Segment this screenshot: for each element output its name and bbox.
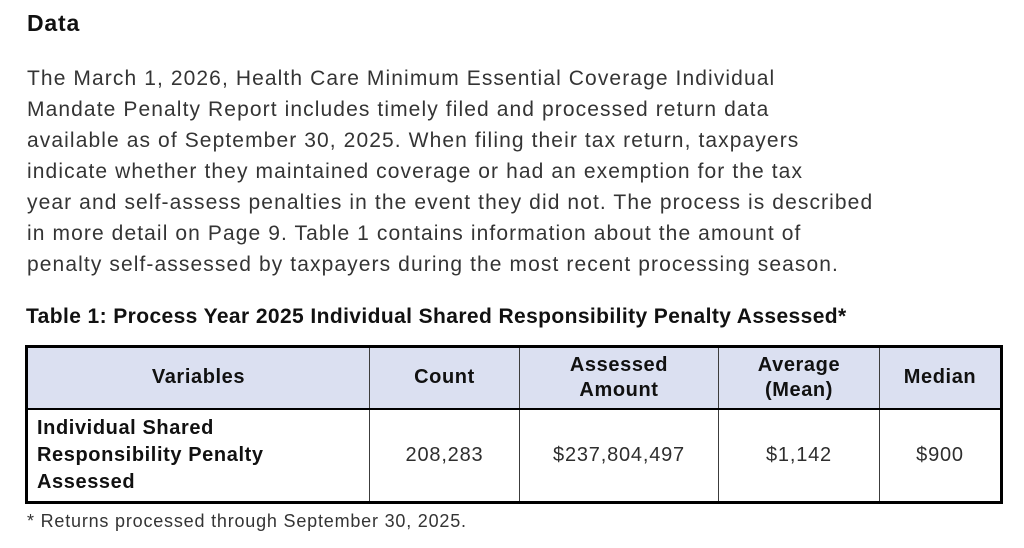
column-header-count: Count [369, 346, 520, 409]
column-header-median: Median [879, 346, 1002, 409]
column-header-variables: Variables [26, 346, 370, 409]
table-header-row: Variables Count Assessed Amount Average … [26, 346, 1002, 409]
table-footnote: * Returns processed through September 30… [27, 511, 467, 531]
cell-median: $900 [879, 408, 1002, 503]
paragraph-line: in more detail on Page 9. Table 1 contai… [27, 222, 802, 245]
paragraph-line: Mandate Penalty Report includes timely f… [27, 98, 770, 121]
cell-count: 208,283 [369, 408, 520, 503]
penalty-table: Variables Count Assessed Amount Average … [25, 345, 1003, 504]
paragraph-line: The March 1, 2026, Health Care Minimum E… [27, 67, 776, 90]
body-paragraph: The March 1, 2026, Health Care Minimum E… [27, 63, 1017, 280]
paragraph-line: penalty self-assessed by taxpayers durin… [27, 253, 839, 276]
section-heading: Data [27, 10, 81, 36]
cell-average-mean: $1,142 [718, 408, 880, 503]
cell-variable: Individual Shared Responsibility Penalty… [26, 408, 370, 503]
column-header-average-mean: Average (Mean) [718, 346, 880, 409]
table-row: Individual Shared Responsibility Penalty… [26, 408, 1002, 503]
paragraph-line: indicate whether they maintained coverag… [27, 160, 804, 183]
paragraph-line: available as of September 30, 2025. When… [27, 129, 800, 152]
paragraph-line: year and self-assess penalties in the ev… [27, 191, 874, 214]
cell-assessed-amount: $237,804,497 [519, 408, 719, 503]
table-title: Table 1: Process Year 2025 Individual Sh… [26, 305, 847, 328]
column-header-assessed-amount: Assessed Amount [519, 346, 719, 409]
